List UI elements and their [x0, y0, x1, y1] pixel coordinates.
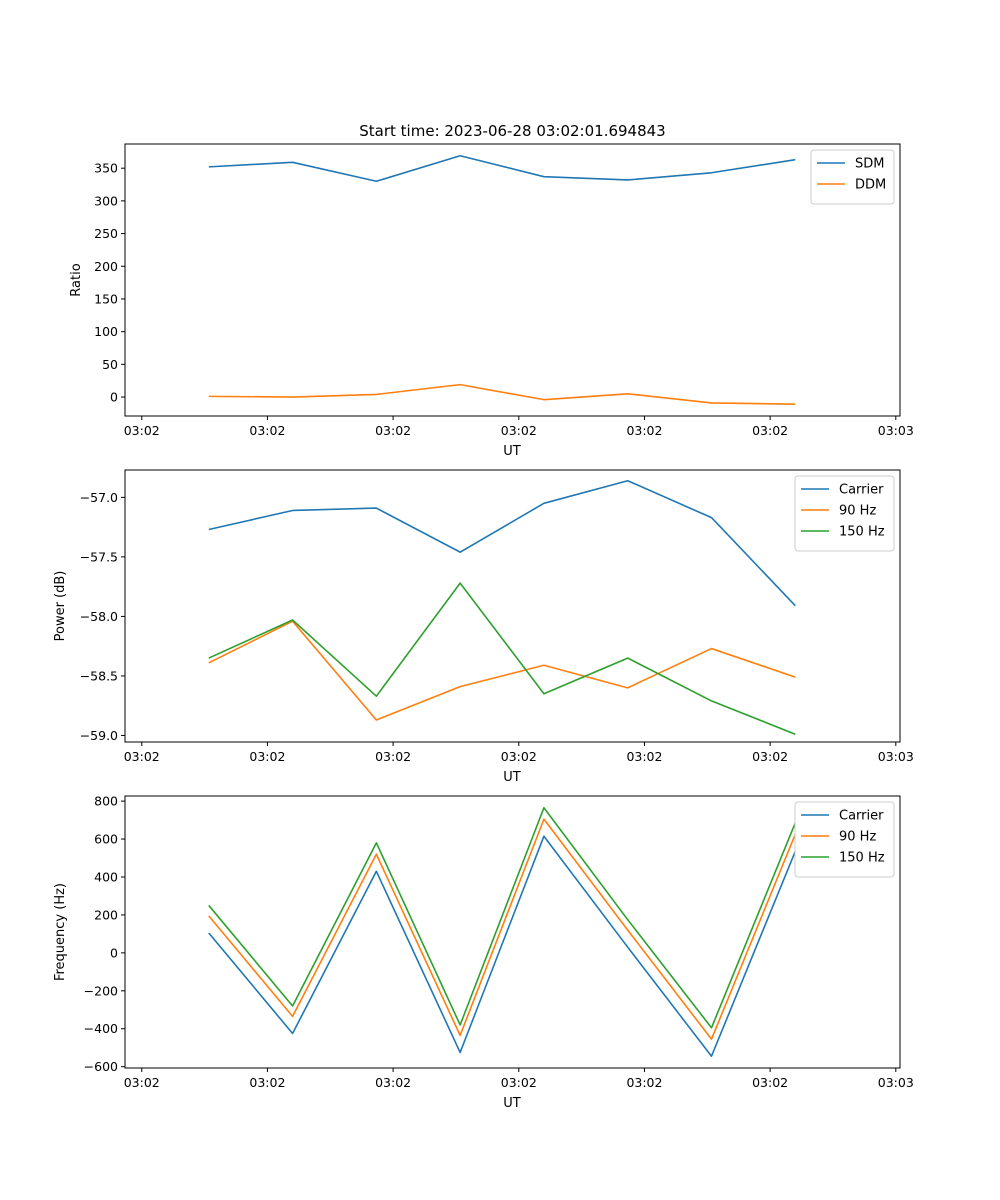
series-line-90-hz: [208, 818, 797, 1040]
legend-entry: 90 Hz: [839, 830, 876, 845]
y-tick-label: −58.0: [80, 609, 118, 624]
x-tick-label: 03:02: [249, 1075, 285, 1090]
y-tick-label: 200: [94, 907, 118, 922]
legend-entry: DDM: [855, 178, 886, 193]
x-tick-label: 03:02: [375, 1075, 411, 1090]
y-axis-label: Power (dB): [53, 571, 68, 642]
x-tick-label: 03:02: [752, 749, 788, 764]
x-tick-label: 03:02: [249, 749, 285, 764]
axes-frame: [124, 795, 901, 1069]
x-tick-label: 03:02: [124, 749, 160, 764]
y-tick-label: 800: [94, 794, 118, 809]
y-tick-label: 250: [94, 226, 118, 241]
panel-2: 03:02 03:02 03:02 03:02 03:02 03:02 03:03 −59.0…: [53, 469, 914, 785]
x-tick-label: 03:03: [878, 749, 914, 764]
y-tick-label: 350: [94, 161, 118, 176]
x-axis-label: UT: [503, 1096, 521, 1111]
y-tick-label: 400: [94, 869, 118, 884]
x-tick-label: 03:02: [124, 423, 160, 438]
y-tick-label: 200: [94, 259, 118, 274]
y-tick-label: 100: [94, 324, 118, 339]
x-tick-label: 03:02: [752, 1075, 788, 1090]
x-tick-label: 03:02: [501, 423, 537, 438]
y-tick-label: 0: [110, 945, 118, 960]
x-tick-label: 03:03: [878, 423, 914, 438]
legend-entry: 150 Hz: [839, 851, 885, 866]
x-tick-label: 03:02: [501, 1075, 537, 1090]
legend-entry: SDM: [855, 157, 884, 172]
series-line-carrier: [208, 479, 796, 607]
y-axis-label: Frequency (Hz): [53, 883, 68, 981]
y-axis-label: Ratio: [69, 263, 84, 296]
legend-entry: Carrier: [839, 809, 884, 824]
legend: Carrier 90 Hz 150 Hz: [794, 801, 895, 878]
y-tick-label: 600: [94, 832, 118, 847]
legend-box: [794, 801, 895, 878]
y-tick-label: −57.5: [80, 549, 118, 564]
series-line-ddm: [208, 383, 796, 406]
legend: Carrier 90 Hz 150 Hz: [794, 475, 895, 552]
x-axis-label: UT: [503, 444, 521, 459]
panel-1: 03:02 03:02 03:02 03:02 03:02 03:02 03:03 0 50 10…: [69, 143, 914, 459]
x-tick-label: 03:02: [626, 423, 662, 438]
series-line-carrier: [208, 835, 797, 1058]
legend: SDM DDM: [810, 149, 895, 205]
axes-frame: [124, 469, 901, 743]
axes-frame: [124, 143, 901, 417]
x-tick-label: 03:02: [626, 1075, 662, 1090]
y-tick-label: −58.5: [80, 668, 118, 683]
series-line-150-hz: [208, 806, 797, 1029]
figure-title: Start time: 2023-06-28 03:02:01.694843: [359, 122, 665, 140]
x-tick-label: 03:02: [501, 749, 537, 764]
legend-entry: 150 Hz: [839, 525, 885, 540]
x-tick-label: 03:02: [249, 423, 285, 438]
legend-box: [794, 475, 895, 552]
series-line-90-hz: [208, 620, 796, 721]
y-tick-label: −400: [84, 1021, 118, 1036]
series-line-sdm: [208, 154, 796, 183]
legend-entry: 90 Hz: [839, 504, 876, 519]
y-tick-label: −200: [84, 983, 118, 998]
x-tick-label: 03:02: [375, 423, 411, 438]
y-tick-label: 50: [102, 357, 118, 372]
series-line-150-hz: [208, 582, 796, 736]
legend-entry: Carrier: [839, 483, 884, 498]
panel-3: 03:02 03:02 03:02 03:02 03:02 03:02 03:03 −600 −…: [53, 794, 914, 1111]
x-tick-label: 03:02: [626, 749, 662, 764]
x-tick-label: 03:03: [878, 1075, 914, 1090]
x-tick-label: 03:02: [752, 423, 788, 438]
y-tick-label: −57.0: [80, 490, 118, 505]
y-tick-label: −600: [84, 1059, 118, 1074]
y-tick-label: −59.0: [80, 728, 118, 743]
x-tick-label: 03:02: [375, 749, 411, 764]
x-tick-label: 03:02: [124, 1075, 160, 1090]
y-tick-label: 300: [94, 193, 118, 208]
x-axis-label: UT: [503, 770, 521, 785]
y-tick-label: 150: [94, 291, 118, 306]
y-tick-label: 0: [110, 390, 118, 405]
